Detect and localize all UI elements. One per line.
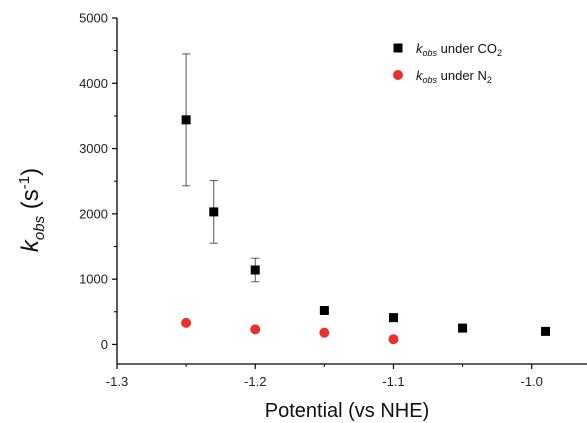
legend-label-co2: kobs under CO2 bbox=[416, 41, 502, 58]
data-point-co2 bbox=[458, 323, 468, 333]
x-tick-label: -1.0 bbox=[521, 374, 543, 389]
data-point-co2 bbox=[319, 305, 329, 315]
y-axis-label-unit-close: ) bbox=[17, 168, 44, 176]
y-tick-label: 3000 bbox=[79, 141, 108, 156]
y-tick-label: 4000 bbox=[79, 76, 108, 91]
x-tick-label: -1.2 bbox=[244, 374, 266, 389]
y-axis-label-sub: obs bbox=[31, 215, 48, 240]
data-point-co2 bbox=[250, 265, 260, 275]
data-point-n2 bbox=[319, 327, 330, 338]
y-axis-label-base: k bbox=[17, 238, 44, 252]
legend-marker-co2 bbox=[393, 43, 403, 53]
y-axis-label: kobs (s-1) bbox=[16, 168, 48, 252]
y-tick-label: 5000 bbox=[79, 11, 108, 26]
data-point-co2 bbox=[541, 326, 551, 336]
legend-marker-n2 bbox=[393, 70, 403, 80]
y-tick-label: 2000 bbox=[79, 206, 108, 221]
y-axis-label-unit-sup: -1 bbox=[16, 176, 33, 189]
x-axis-label: Potential (vs NHE) bbox=[265, 400, 430, 422]
y-tick-label: 0 bbox=[101, 337, 108, 352]
y-tick-label: 1000 bbox=[79, 272, 108, 287]
data-point-n2 bbox=[388, 334, 399, 345]
data-point-n2 bbox=[250, 324, 261, 335]
legend-label-n2: kobs under N2 bbox=[416, 68, 492, 85]
data-point-co2 bbox=[209, 207, 219, 217]
x-tick-label: -1.1 bbox=[382, 374, 404, 389]
error-bars bbox=[182, 53, 260, 283]
x-tick-label: -1.3 bbox=[106, 374, 128, 389]
axes: 0 1000 2000 3000 4000 5000 -1.3 -1.2 -1.1 -1.0 bbox=[79, 11, 587, 389]
data-point-co2 bbox=[388, 313, 398, 323]
legend: kobs under CO2 kobs under N2 bbox=[393, 41, 502, 85]
data-point-n2 bbox=[181, 317, 192, 328]
data-points bbox=[181, 115, 551, 345]
y-axis-label-unit-open: (s bbox=[17, 189, 44, 216]
data-point-co2 bbox=[181, 115, 191, 125]
